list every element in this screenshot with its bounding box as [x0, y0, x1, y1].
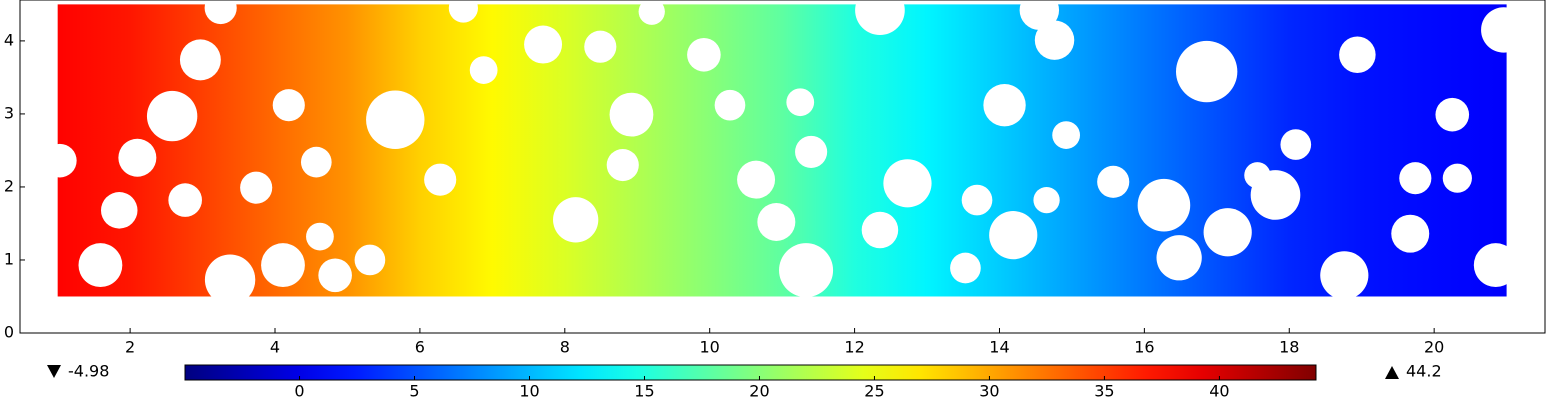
- hole: [1481, 7, 1527, 53]
- hole: [1034, 20, 1075, 60]
- colorbar-min: -4.98: [68, 362, 109, 381]
- colorbar-tick-label: 0: [294, 382, 304, 401]
- x-tick-label: 4: [270, 338, 280, 357]
- hole: [424, 163, 457, 196]
- hole: [714, 89, 746, 121]
- x-tick-label: 20: [1424, 338, 1444, 357]
- x-tick-label: 14: [989, 338, 1009, 357]
- colorbar-tick-label: 30: [979, 382, 999, 401]
- hole: [1399, 162, 1432, 195]
- hole: [272, 89, 305, 122]
- max-marker: [1385, 366, 1399, 379]
- x-tick-label: 6: [415, 338, 425, 357]
- hole: [1156, 235, 1202, 281]
- hole: [795, 135, 828, 168]
- hole: [43, 143, 77, 178]
- hole: [606, 148, 639, 182]
- x-tick-label: 2: [125, 338, 135, 357]
- plot-frame: [19, 0, 1546, 334]
- min-marker: [47, 365, 61, 378]
- hole: [1033, 186, 1060, 214]
- hole: [179, 39, 221, 81]
- colorbar: [184, 364, 1317, 381]
- y-tick-label: 0: [4, 323, 14, 342]
- hole: [1244, 162, 1271, 189]
- hole: [240, 171, 273, 204]
- hole: [779, 243, 834, 298]
- hole: [1203, 208, 1252, 257]
- hole: [1320, 251, 1369, 300]
- x-tick-label: 10: [700, 338, 720, 357]
- colorbar-max: 44.2: [1406, 362, 1442, 381]
- hole: [1442, 163, 1472, 193]
- colorbar-tick-label: 35: [1094, 382, 1114, 401]
- hole: [883, 159, 932, 208]
- hole: [146, 90, 198, 142]
- hole: [448, 0, 478, 23]
- hole: [950, 252, 981, 284]
- colorbar-tick-label: 20: [749, 382, 769, 401]
- colorbar-tick-label: 5: [409, 382, 419, 401]
- hole: [1137, 178, 1191, 232]
- plot-area: [43, 0, 1527, 305]
- hole: [100, 192, 138, 229]
- hole: [737, 160, 776, 199]
- hole: [168, 183, 202, 217]
- x-tick-label: 8: [560, 338, 570, 357]
- colorbar-tick-label: 25: [864, 382, 884, 401]
- hole: [118, 138, 157, 177]
- hole: [78, 243, 123, 287]
- hole: [204, 0, 237, 25]
- hole: [1097, 165, 1130, 198]
- hole: [989, 211, 1038, 260]
- colorbar-tick-label: 10: [519, 382, 539, 401]
- hole: [204, 254, 256, 305]
- hole: [524, 25, 563, 64]
- hole: [1473, 243, 1518, 287]
- hole: [855, 0, 905, 36]
- hole: [757, 203, 796, 241]
- hole: [1391, 214, 1430, 253]
- hole: [961, 184, 993, 216]
- hole: [786, 88, 815, 117]
- hole: [1019, 0, 1060, 30]
- hole: [318, 258, 352, 293]
- hole: [1339, 36, 1376, 74]
- hole: [1052, 121, 1081, 149]
- colorbar-tick-label: 15: [634, 382, 654, 401]
- hole: [300, 146, 332, 178]
- x-tick-label: 18: [1279, 338, 1299, 357]
- x-tick-label: 12: [844, 338, 864, 357]
- hole: [366, 90, 425, 149]
- hole: [306, 222, 334, 251]
- colorbar-tick-label: 40: [1209, 382, 1229, 401]
- y-tick-label: 3: [4, 103, 14, 122]
- y-tick-label: 2: [4, 176, 14, 195]
- hole: [1176, 40, 1238, 103]
- hole: [609, 92, 654, 137]
- field: [57, 4, 1507, 297]
- hole: [261, 243, 305, 287]
- hole: [687, 37, 721, 72]
- hole: [553, 197, 599, 243]
- hole: [1435, 97, 1470, 132]
- y-tick-label: 1: [4, 249, 14, 268]
- hole: [584, 30, 617, 63]
- hole: [638, 0, 665, 25]
- x-tick-label: 16: [1134, 338, 1154, 357]
- hole: [1280, 129, 1312, 160]
- hole: [861, 211, 899, 249]
- y-tick-label: 4: [4, 30, 14, 49]
- hole: [469, 56, 498, 84]
- hole: [983, 83, 1026, 127]
- hole: [354, 244, 386, 276]
